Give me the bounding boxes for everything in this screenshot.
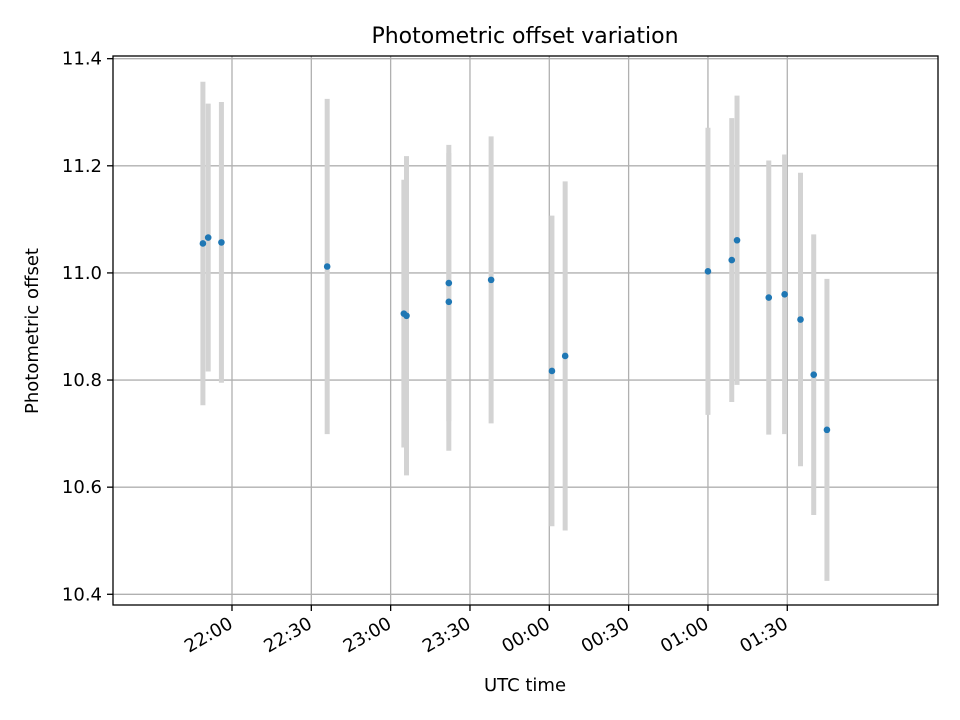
data-point [781, 291, 788, 298]
data-point [810, 371, 818, 378]
x-axis-label: UTC time [484, 675, 566, 696]
chart-title: Photometric offset variation [371, 24, 678, 49]
plot-frame [112, 55, 939, 606]
data-point [199, 240, 207, 247]
y-tick-label: 10.4 [62, 584, 102, 605]
y-tick-label: 10.8 [62, 370, 102, 391]
y-tick-label: 11.0 [62, 263, 102, 284]
y-tick-label: 10.6 [62, 477, 102, 498]
data-point [445, 298, 453, 306]
data-points [199, 234, 831, 434]
data-point [797, 316, 804, 323]
data-point [823, 426, 831, 434]
data-point [218, 239, 225, 246]
y-ticks: 10.4 10.6 10.8 11.0 11.2 11.4 [62, 49, 113, 605]
data-point [728, 256, 736, 264]
y-tick-label: 11.2 [62, 156, 102, 177]
data-point [445, 279, 453, 287]
y-axis-label: Photometric offset [22, 248, 43, 414]
data-point [548, 367, 556, 375]
y-tick-label: 11.4 [62, 49, 102, 70]
data-point [561, 352, 569, 360]
data-point [403, 312, 410, 320]
data-point [204, 234, 212, 241]
data-point [765, 294, 773, 301]
data-point [487, 276, 495, 284]
data-point [704, 268, 712, 275]
data-point [323, 263, 331, 270]
data-point [733, 236, 741, 244]
